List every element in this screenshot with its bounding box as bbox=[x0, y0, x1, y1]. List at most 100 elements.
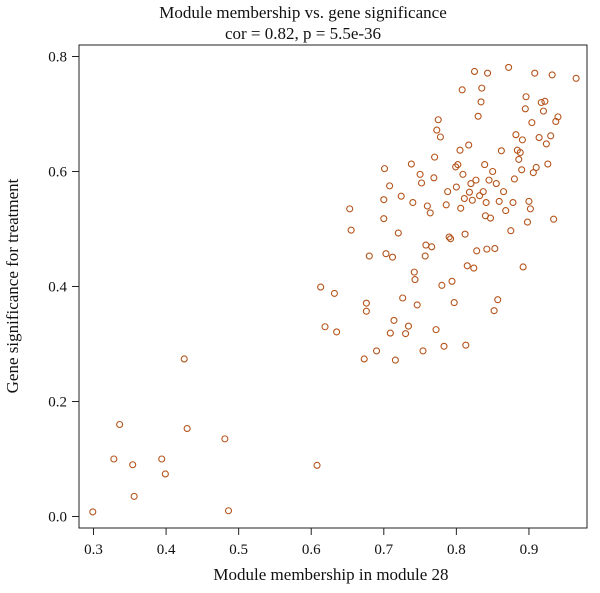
data-point bbox=[450, 299, 458, 307]
data-point bbox=[224, 507, 233, 515]
data-point bbox=[360, 355, 368, 363]
data-point bbox=[572, 74, 580, 82]
x-axis: 0.3 0.4 0.5 0.6 0.7 0.8 0.9 bbox=[84, 528, 538, 558]
data-point bbox=[526, 205, 534, 213]
data-point bbox=[158, 455, 166, 463]
data-point bbox=[463, 262, 471, 270]
y-tick-label: 0.2 bbox=[48, 395, 67, 411]
data-point bbox=[416, 170, 424, 178]
data-point bbox=[516, 148, 524, 157]
data-point bbox=[347, 226, 355, 234]
data-point bbox=[362, 299, 370, 307]
data-point bbox=[391, 356, 399, 364]
data-point bbox=[438, 281, 446, 289]
data-point bbox=[497, 147, 505, 155]
data-point bbox=[388, 253, 397, 261]
data-point bbox=[444, 188, 452, 196]
data-point bbox=[507, 227, 515, 235]
data-point bbox=[442, 201, 450, 209]
data-point bbox=[465, 188, 473, 196]
data-point bbox=[518, 136, 526, 144]
data-point bbox=[445, 233, 453, 241]
data-point bbox=[411, 276, 419, 284]
data-point bbox=[430, 174, 438, 182]
data-point bbox=[460, 194, 468, 203]
data-point bbox=[468, 196, 476, 204]
data-point bbox=[413, 301, 421, 309]
x-tick-label: 0.5 bbox=[229, 542, 248, 558]
x-tick-label: 0.6 bbox=[302, 542, 321, 558]
data-point bbox=[547, 132, 555, 140]
data-point bbox=[419, 347, 427, 355]
data-point bbox=[447, 235, 455, 243]
data-point bbox=[390, 316, 398, 324]
data-point bbox=[397, 192, 405, 200]
data-point bbox=[432, 326, 440, 334]
data-point bbox=[409, 199, 417, 207]
x-tick-label: 0.8 bbox=[447, 542, 466, 558]
data-point bbox=[333, 328, 341, 336]
data-point bbox=[542, 140, 550, 148]
data-point bbox=[483, 245, 491, 253]
data-point bbox=[532, 163, 540, 172]
data-point bbox=[481, 161, 489, 169]
data-point bbox=[317, 283, 325, 291]
data-point bbox=[221, 435, 229, 443]
y-tick-label: 0.8 bbox=[48, 50, 67, 66]
data-point bbox=[456, 146, 464, 154]
data-point bbox=[459, 170, 467, 178]
data-point bbox=[434, 116, 442, 124]
data-point bbox=[485, 176, 493, 184]
data-point bbox=[180, 355, 188, 363]
data-point bbox=[489, 167, 497, 176]
data-point bbox=[509, 199, 517, 207]
data-point bbox=[548, 71, 556, 79]
x-tick-label: 0.3 bbox=[84, 542, 103, 558]
data-point bbox=[554, 113, 562, 121]
data-point bbox=[528, 119, 536, 127]
data-point bbox=[529, 169, 537, 177]
data-point bbox=[380, 196, 388, 204]
x-tick-label: 0.9 bbox=[520, 542, 539, 558]
y-axis: 0.0 0.2 0.4 0.6 0.8 bbox=[48, 50, 79, 526]
data-point bbox=[372, 347, 381, 355]
data-point bbox=[477, 98, 485, 106]
data-point bbox=[537, 98, 545, 107]
data-point bbox=[495, 197, 503, 205]
data-point bbox=[161, 470, 169, 478]
data-point bbox=[499, 188, 508, 196]
data-point bbox=[467, 180, 475, 188]
data-point bbox=[476, 192, 484, 200]
data-point bbox=[423, 202, 431, 210]
data-point bbox=[525, 197, 533, 205]
x-axis-label: Module membership in module 28 bbox=[213, 565, 448, 584]
data-point bbox=[490, 307, 498, 315]
data-point bbox=[484, 69, 492, 77]
data-point bbox=[321, 323, 329, 331]
data-point bbox=[380, 165, 389, 173]
data-point bbox=[470, 67, 479, 75]
data-point bbox=[494, 296, 502, 304]
data-point bbox=[402, 330, 410, 338]
data-point bbox=[454, 161, 462, 169]
data-point bbox=[330, 289, 339, 297]
data-point bbox=[492, 180, 500, 188]
data-point bbox=[116, 420, 124, 429]
data-point bbox=[313, 461, 321, 469]
data-point bbox=[473, 247, 481, 255]
data-point bbox=[522, 93, 530, 101]
data-point bbox=[110, 455, 118, 463]
data-point bbox=[519, 263, 527, 271]
data-point bbox=[130, 492, 138, 500]
data-point bbox=[448, 277, 456, 285]
data-point bbox=[394, 229, 402, 237]
data-point bbox=[523, 218, 532, 226]
data-point bbox=[346, 205, 354, 213]
x-tick-label: 0.7 bbox=[374, 542, 393, 558]
data-point bbox=[426, 209, 434, 217]
chart-title: Module membership vs. gene significance bbox=[159, 3, 447, 22]
data-point bbox=[470, 264, 478, 272]
data-point bbox=[482, 199, 490, 207]
data-point bbox=[440, 342, 448, 350]
